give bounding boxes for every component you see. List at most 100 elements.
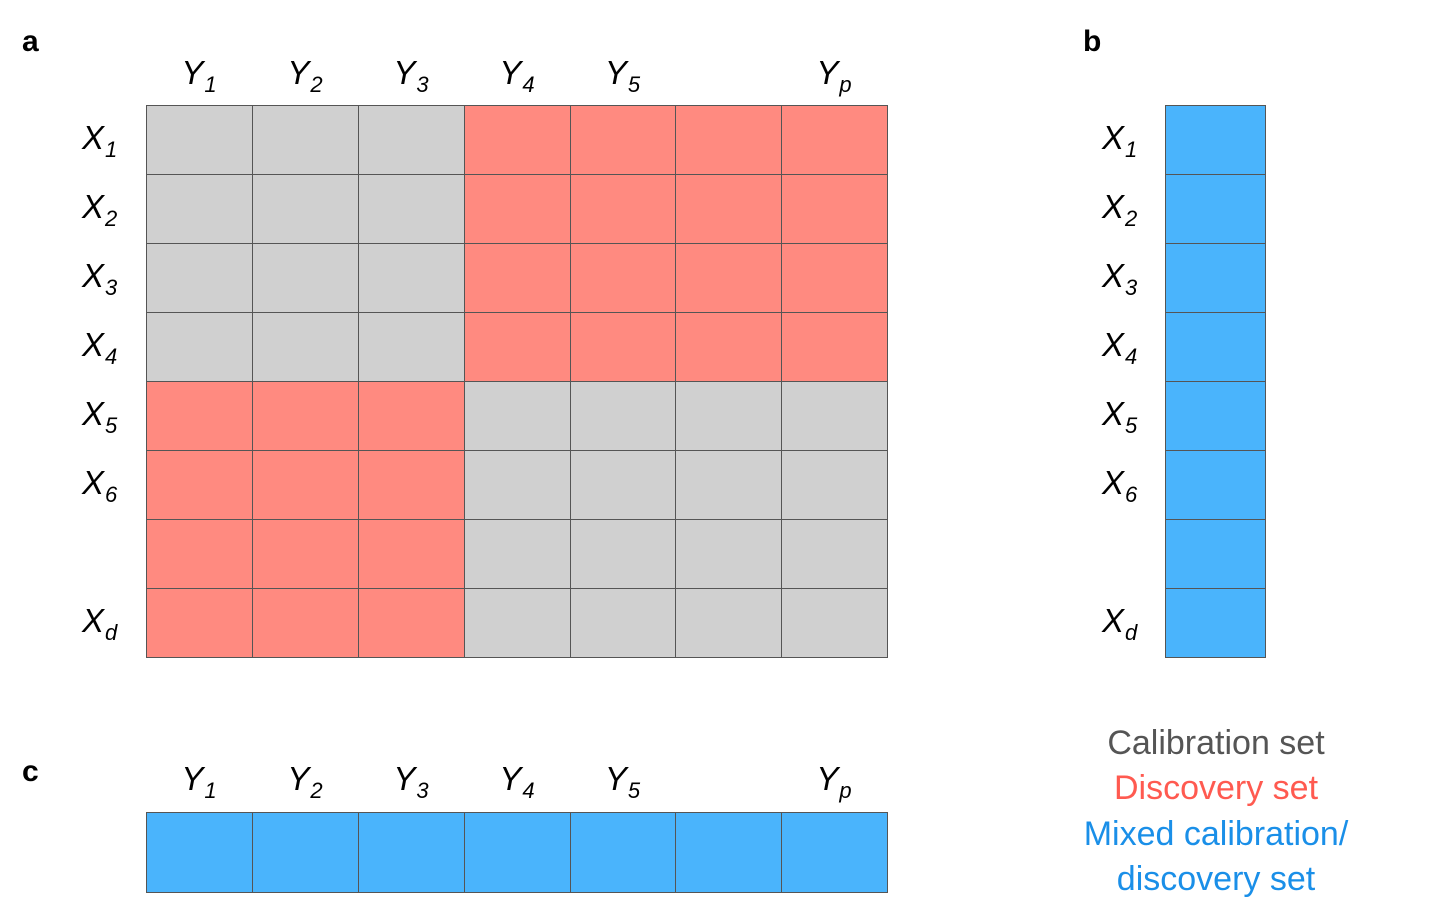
- matrix-a-cell-calibration: [570, 450, 676, 520]
- matrix-a-cell-discovery: [464, 243, 571, 313]
- matrix-a-cell-discovery: [146, 381, 253, 451]
- matrix-a-row-label: X5: [82, 395, 118, 438]
- matrix-a-cell-discovery: [146, 588, 253, 658]
- matrix-a-cell-calibration: [570, 381, 676, 451]
- row-c-column-label: Yp: [816, 760, 852, 803]
- matrix-a-cell-discovery: [781, 105, 888, 175]
- matrix-a-cell-discovery: [358, 519, 465, 589]
- matrix-a-cell-calibration: [252, 105, 359, 175]
- column-b-cell-mixed: [1165, 519, 1266, 589]
- matrix-a-cell-calibration: [781, 450, 888, 520]
- matrix-a-column-label: Y2: [287, 54, 323, 97]
- matrix-a-cell-discovery: [570, 105, 676, 175]
- matrix-a-cell-calibration: [146, 312, 253, 382]
- column-b-cell-mixed: [1165, 174, 1266, 244]
- matrix-a-cell-calibration: [570, 588, 676, 658]
- matrix-a-cell-calibration: [570, 519, 676, 589]
- matrix-a-row-label: X3: [82, 257, 118, 300]
- matrix-a-cell-calibration: [358, 312, 465, 382]
- matrix-a-cell-calibration: [252, 312, 359, 382]
- matrix-a-cell-calibration: [146, 174, 253, 244]
- matrix-a-cell-discovery: [464, 312, 571, 382]
- legend-discovery: Discovery set: [1113, 769, 1319, 807]
- row-c-cell-mixed: [358, 812, 465, 893]
- row-c-column-label: Y2: [287, 760, 323, 803]
- matrix-a-column-label: Yp: [816, 54, 852, 97]
- matrix-a-cell-discovery: [570, 312, 676, 382]
- matrix-a-cell-calibration: [252, 174, 359, 244]
- row-c-cell-mixed: [252, 812, 359, 893]
- column-b-row-label: X4: [1102, 326, 1138, 369]
- matrix-a-row-label: Xd: [82, 602, 118, 645]
- row-c-cell-mixed: [464, 812, 571, 893]
- matrix-a-cell-discovery: [358, 381, 465, 451]
- matrix-a-column-label: Y3: [393, 54, 429, 97]
- panel-label-b: b: [1083, 25, 1102, 58]
- matrix-a-cell-discovery: [570, 243, 676, 313]
- column-b-row-label: X3: [1102, 257, 1138, 300]
- column-b-cell-mixed: [1165, 105, 1266, 175]
- row-c-cell-mixed: [675, 812, 782, 893]
- matrix-a-row-label: X2: [82, 188, 118, 231]
- matrix-a-cell-calibration: [464, 450, 571, 520]
- matrix-a-cell-discovery: [675, 174, 782, 244]
- matrix-a-row-label: X4: [82, 326, 118, 369]
- matrix-a-cell-calibration: [675, 450, 782, 520]
- legend-mixed-line2: discovery set: [1116, 860, 1316, 898]
- matrix-a-cell-calibration: [358, 174, 465, 244]
- row-c-column-label: Y5: [604, 760, 641, 803]
- matrix-a-cell-discovery: [252, 519, 359, 589]
- column-b-row-label: Xd: [1102, 602, 1138, 645]
- matrix-a-cell-calibration: [675, 588, 782, 658]
- matrix-a-cell-calibration: [781, 588, 888, 658]
- matrix-a-cell-calibration: [781, 381, 888, 451]
- matrix-a-cell-discovery: [146, 450, 253, 520]
- column-b-cell-mixed: [1165, 588, 1266, 658]
- matrix-a-cell-calibration: [358, 243, 465, 313]
- matrix-a-cell-calibration: [675, 519, 782, 589]
- row-c-cell-mixed: [146, 812, 253, 893]
- matrix-a-column-label: Y1: [181, 54, 217, 97]
- row-c-cell-mixed: [570, 812, 676, 893]
- matrix-a-cell-discovery: [358, 450, 465, 520]
- legend-calibration: Calibration set: [1107, 724, 1325, 762]
- matrix-a-cell-calibration: [252, 243, 359, 313]
- matrix-a-cell-calibration: [675, 381, 782, 451]
- matrix-a-cell-calibration: [146, 243, 253, 313]
- column-b-cell-mixed: [1165, 381, 1266, 451]
- matrix-a-cell-calibration: [146, 105, 253, 175]
- column-b-cell-mixed: [1165, 243, 1266, 313]
- matrix-a-cell-discovery: [570, 174, 676, 244]
- matrix-a-cell-discovery: [675, 105, 782, 175]
- matrix-a-cell-discovery: [781, 174, 888, 244]
- matrix-a-cell-discovery: [358, 588, 465, 658]
- matrix-a-column-label: Y5: [604, 54, 641, 97]
- row-c-column-label: Y3: [393, 760, 429, 803]
- row-c-column-label: Y4: [499, 760, 535, 803]
- column-b-row-label: X6: [1102, 464, 1138, 507]
- matrix-a-cell-calibration: [781, 519, 888, 589]
- column-b-row-label: X5: [1102, 395, 1138, 438]
- matrix-a-cell-calibration: [464, 519, 571, 589]
- column-b-cell-mixed: [1165, 312, 1266, 382]
- matrix-a-cell-discovery: [146, 519, 253, 589]
- matrix-a-cell-discovery: [675, 243, 782, 313]
- matrix-a-cell-calibration: [464, 588, 571, 658]
- matrix-a-cell-discovery: [464, 174, 571, 244]
- matrix-a-cell-discovery: [252, 588, 359, 658]
- matrix-a-row-label: X1: [82, 119, 118, 162]
- panel-label-c: c: [22, 755, 39, 788]
- matrix-a-row-label: X6: [82, 464, 118, 507]
- matrix-a-cell-discovery: [252, 381, 359, 451]
- matrix-a-cell-calibration: [464, 381, 571, 451]
- column-b-row-label: X2: [1102, 188, 1138, 231]
- column-b-cell-mixed: [1165, 450, 1266, 520]
- legend-mixed-line1: Mixed calibration/: [1083, 815, 1349, 853]
- row-c-cell-mixed: [781, 812, 888, 893]
- matrix-a-cell-discovery: [252, 450, 359, 520]
- row-c-column-label: Y1: [181, 760, 217, 803]
- panel-label-a: a: [22, 25, 39, 58]
- matrix-a-cell-calibration: [358, 105, 465, 175]
- matrix-a-column-label: Y4: [499, 54, 535, 97]
- matrix-a-cell-discovery: [781, 243, 888, 313]
